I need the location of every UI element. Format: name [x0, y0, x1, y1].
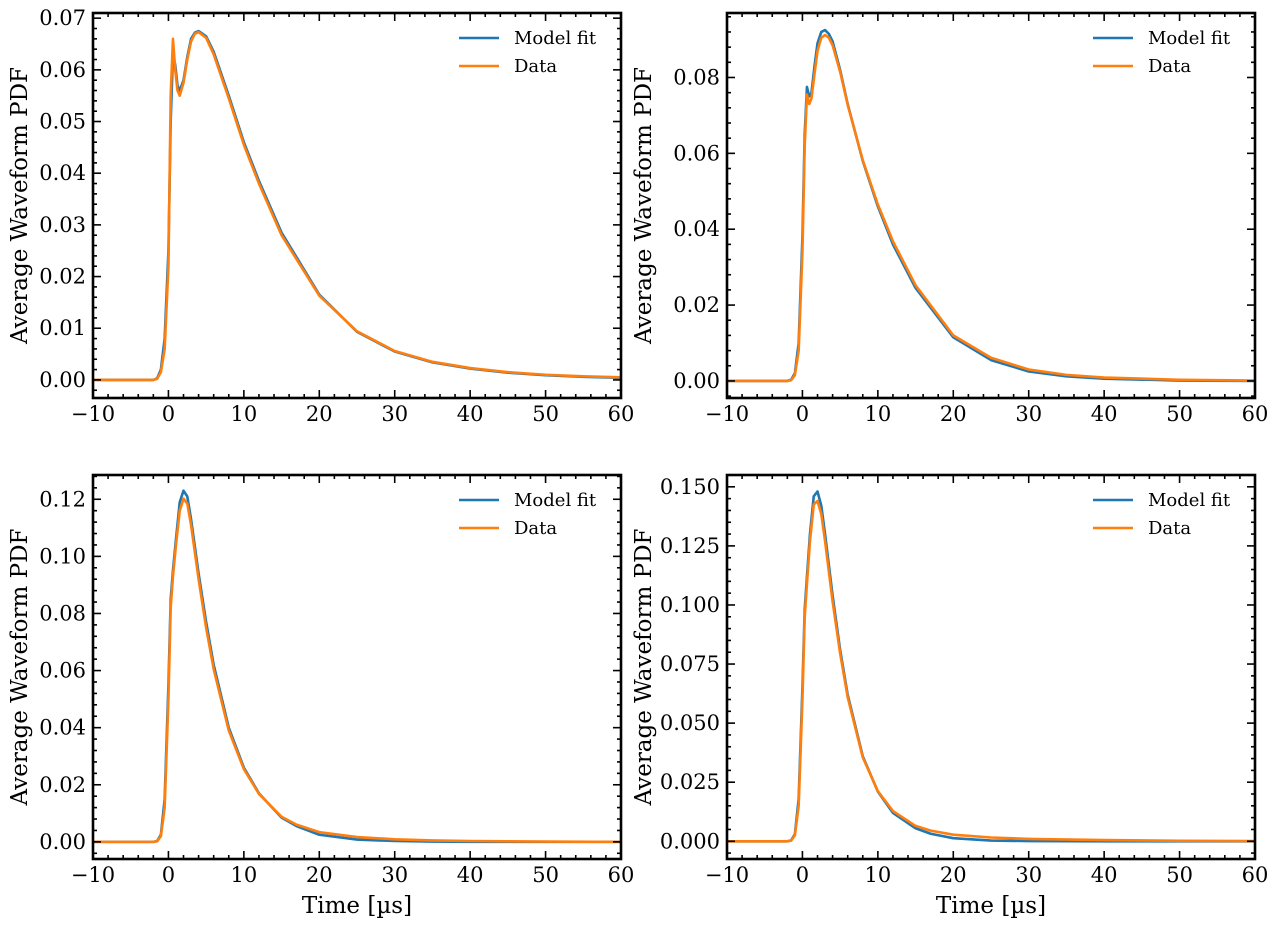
y-axis-label: Average Waveform PDF — [631, 529, 657, 807]
legend-label-data: Data — [1148, 518, 1191, 539]
axes-frame — [91, 473, 623, 861]
y-tick-label: 0.06 — [39, 659, 86, 683]
legend-label-model-fit: Model fit — [514, 28, 597, 49]
x-tick-label: −10 — [71, 863, 115, 887]
y-tick-label: 0.06 — [673, 141, 720, 165]
panel-top-right: −10 0 10 20 30 40 50 60 0.00 0.02 0.04 0.06 0.08 Aver… — [631, 11, 1269, 426]
legend: Model fit Data — [1093, 490, 1231, 539]
x-tick-label: 60 — [608, 863, 635, 887]
legend-label-model-fit: Model fit — [1148, 28, 1231, 49]
series-line-data — [93, 30, 621, 382]
x-tick-label: 60 — [608, 402, 635, 426]
x-tick-label: 10 — [230, 863, 257, 887]
axes-frame — [725, 473, 1257, 861]
y-tick-label: 0.000 — [660, 829, 720, 853]
legend-label-data: Data — [1148, 56, 1191, 77]
y-tick-label: 0.03 — [39, 213, 86, 237]
x-tick-label: 30 — [1015, 402, 1042, 426]
x-tick-label: 20 — [306, 863, 333, 887]
x-tick-label: 0 — [796, 402, 809, 426]
series-line-model-fit — [727, 28, 1255, 383]
y-tick-label: 0.04 — [673, 217, 720, 241]
y-tick-label: 0.150 — [660, 475, 720, 499]
legend: Model fit Data — [459, 490, 597, 539]
y-tick-label: 0.02 — [39, 265, 86, 289]
y-tick-label: 0.025 — [660, 770, 720, 794]
x-tick-label: −10 — [705, 402, 749, 426]
y-tick-label: 0.00 — [39, 830, 86, 854]
y-tick-label: 0.050 — [660, 711, 720, 735]
legend-label-data: Data — [514, 56, 557, 77]
x-tick-label: 50 — [1166, 863, 1193, 887]
x-tick-label: 60 — [1242, 402, 1269, 426]
y-tick-label: 0.04 — [39, 716, 86, 740]
x-tick-label: −10 — [705, 863, 749, 887]
series-line-data — [93, 497, 621, 844]
legend-label-data: Data — [514, 518, 557, 539]
x-tick-label: 30 — [381, 402, 408, 426]
x-tick-label: −10 — [71, 402, 115, 426]
x-tick-label: 10 — [864, 863, 891, 887]
x-tick-label: 60 — [1242, 863, 1269, 887]
x-tick-label: 10 — [864, 402, 891, 426]
series-line-model-fit — [727, 490, 1255, 843]
y-tick-label: 0.12 — [39, 487, 86, 511]
x-tick-label: 40 — [457, 863, 484, 887]
x-tick-label: 0 — [162, 402, 175, 426]
x-tick-label: 0 — [162, 863, 175, 887]
panel-top-left: −10 0 10 20 30 40 50 60 0.00 0.01 0.02 0.03 0.04 0.05… — [7, 6, 634, 426]
y-axis-label: Average Waveform PDF — [631, 67, 657, 345]
y-tick-label: 0.05 — [39, 110, 86, 134]
x-tick-label: 50 — [532, 863, 559, 887]
series-line-data — [727, 33, 1255, 383]
y-tick-label: 0.125 — [660, 534, 720, 558]
y-tick-label: 0.07 — [39, 6, 86, 30]
legend-label-model-fit: Model fit — [1148, 490, 1231, 511]
y-tick-label: 0.08 — [673, 65, 720, 89]
x-tick-label: 40 — [1091, 863, 1118, 887]
x-tick-label: 50 — [1166, 402, 1193, 426]
panel-bottom-left: −10 0 10 20 30 40 50 60 0.00 0.02 0.04 0.06 0.08 0.10… — [7, 473, 635, 919]
x-tick-label: 10 — [230, 402, 257, 426]
x-tick-label: 40 — [1091, 402, 1118, 426]
y-tick-label: 0.00 — [39, 368, 86, 392]
y-tick-label: 0.075 — [660, 652, 720, 676]
y-tick-label: 0.04 — [39, 161, 86, 185]
x-tick-label: 20 — [940, 402, 967, 426]
y-tick-label: 0.00 — [673, 369, 720, 393]
legend: Model fit Data — [459, 28, 597, 77]
x-tick-label: 20 — [940, 863, 967, 887]
axes-frame — [725, 11, 1257, 400]
x-tick-label: 0 — [796, 863, 809, 887]
legend-label-model-fit: Model fit — [514, 490, 597, 511]
panel-bottom-right: −10 0 10 20 30 40 50 60 0.000 0.025 0.050 0.075 0.10… — [631, 473, 1269, 919]
x-tick-label: 30 — [381, 863, 408, 887]
y-tick-label: 0.02 — [39, 773, 86, 797]
y-tick-label: 0.10 — [39, 544, 86, 568]
series-line-data — [727, 499, 1255, 843]
x-tick-label: 30 — [1015, 863, 1042, 887]
y-tick-label: 0.02 — [673, 293, 720, 317]
y-tick-label: 0.08 — [39, 601, 86, 625]
x-axis-label: Time [µs] — [936, 893, 1046, 919]
x-tick-label: 20 — [306, 402, 333, 426]
x-tick-label: 50 — [532, 402, 559, 426]
series-line-model-fit — [93, 489, 621, 844]
x-axis-label: Time [µs] — [302, 893, 412, 919]
y-axis-label: Average Waveform PDF — [7, 67, 33, 345]
legend: Model fit Data — [1093, 28, 1231, 77]
y-axis-label: Average Waveform PDF — [7, 529, 33, 807]
x-tick-label: 40 — [457, 402, 484, 426]
y-tick-label: 0.06 — [39, 58, 86, 82]
axes-frame — [91, 11, 623, 400]
y-tick-label: 0.01 — [39, 316, 86, 340]
y-tick-label: 0.100 — [660, 593, 720, 617]
